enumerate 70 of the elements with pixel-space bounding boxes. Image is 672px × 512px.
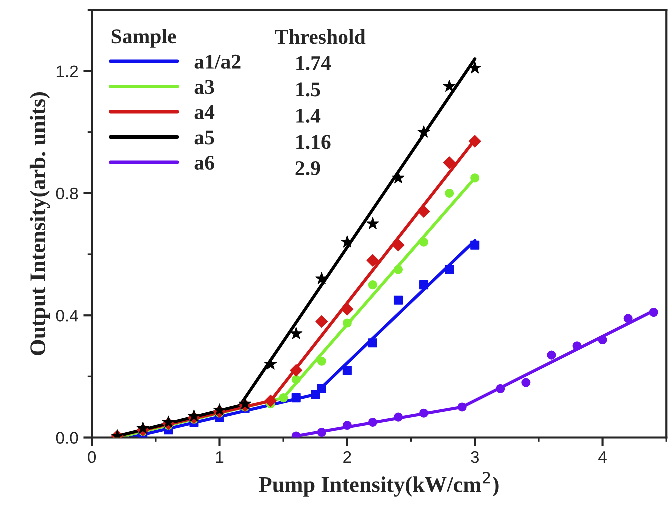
y-tick-label: 0.8: [56, 188, 78, 200]
point: [342, 366, 352, 376]
point: [290, 364, 303, 377]
annotation: 1.4: [296, 108, 321, 124]
point: [420, 238, 429, 247]
point: [368, 418, 378, 428]
x-tick-label: 4: [598, 452, 607, 464]
point: [366, 254, 380, 267]
point: [317, 384, 326, 394]
point: [522, 378, 531, 388]
point: [445, 265, 454, 274]
legend-label: a6: [194, 156, 214, 170]
point: [572, 342, 582, 351]
point: [394, 296, 404, 305]
point: [279, 394, 288, 403]
point: [162, 416, 175, 428]
point: [624, 314, 633, 324]
point: [468, 135, 482, 148]
y-tick-label: 0.4: [56, 310, 78, 322]
point: [292, 375, 301, 384]
point: [292, 394, 301, 403]
point: [458, 402, 467, 412]
annotation: Threshold: [275, 30, 366, 44]
legend-label: a4: [194, 106, 215, 120]
y-tick-label: 0.0: [56, 432, 78, 444]
point: [443, 156, 456, 170]
point: [366, 217, 380, 230]
annotation: 1.74: [296, 56, 332, 71]
annotation: 1.16: [296, 135, 331, 150]
point: [342, 421, 352, 430]
x-tick-label: 0: [88, 451, 96, 464]
point: [317, 428, 326, 438]
x-axis-title: Pump Intensity(kW/cm$^{2}$): [259, 472, 499, 497]
point: [368, 280, 378, 290]
x-tick-label: 3: [471, 451, 480, 464]
annotation: 2.9: [296, 161, 320, 176]
point: [264, 358, 278, 370]
legend-title: Sample: [112, 28, 176, 48]
point: [470, 174, 480, 183]
point: [341, 236, 354, 248]
point: [188, 410, 200, 422]
legend-label: a3: [194, 80, 214, 94]
point: [547, 350, 556, 360]
point: [394, 412, 404, 422]
point: [649, 308, 658, 318]
point: [317, 356, 326, 366]
point: [420, 408, 429, 418]
legend-label: a1/a2: [194, 54, 241, 69]
x-tick-label: 1: [216, 452, 224, 464]
point: [598, 336, 608, 345]
point: [392, 239, 405, 252]
point: [496, 384, 506, 394]
point: [264, 394, 278, 408]
point: [470, 240, 480, 250]
point: [394, 265, 404, 274]
point: [213, 404, 226, 416]
point: [420, 280, 429, 290]
point: [443, 80, 456, 92]
legend-label: a5: [194, 130, 214, 145]
y-tick-label: 1.2: [56, 66, 78, 78]
point: [368, 338, 378, 348]
x-tick-label: 2: [344, 451, 352, 464]
point: [445, 188, 454, 198]
annotation: 1.5: [296, 82, 320, 97]
point: [316, 315, 328, 328]
point: [418, 126, 430, 138]
y-axis-title: Output Intensity(arb. units): [30, 92, 50, 356]
point: [342, 318, 352, 328]
point: [290, 327, 303, 340]
point: [310, 390, 320, 400]
